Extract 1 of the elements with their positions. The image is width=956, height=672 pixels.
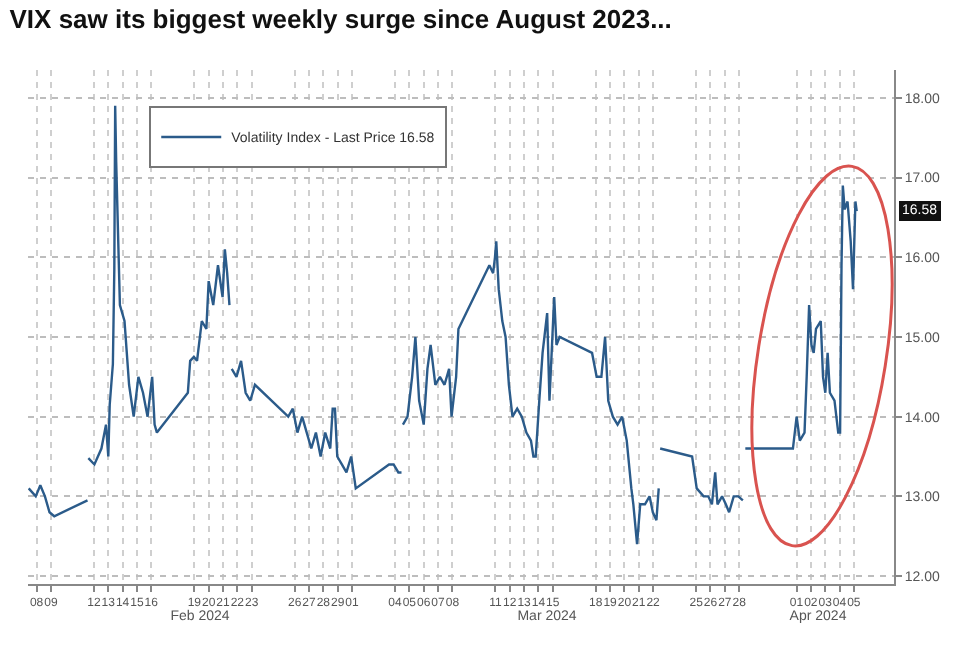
chart-title: VIX saw its biggest weekly surge since August 2023... xyxy=(9,4,672,35)
